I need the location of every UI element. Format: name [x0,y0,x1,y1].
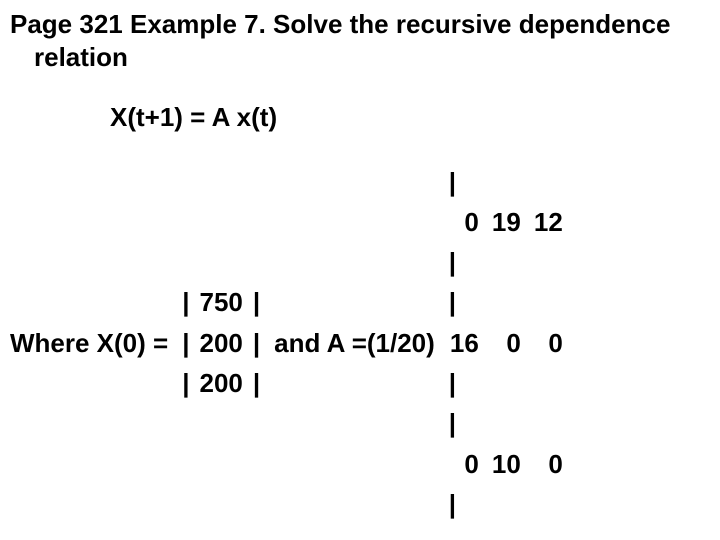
bar-icon: | [178,287,193,317]
math-slide: Page 321 Example 7. Solve the recursive … [0,0,720,534]
where-label: Where X(0) = [10,327,168,360]
matrix-a: |01912| |1600| |0100| [445,162,563,525]
slide-title: Page 321 Example 7. Solve the recursive … [10,8,710,73]
bar-icon: | [249,328,264,358]
bar-icon: | [445,489,460,519]
vector-x0: |750| |200| |200| [178,282,264,403]
vector-cell: 750 [194,287,249,317]
matrix-row: |1600| [445,282,563,403]
bar-icon: | [445,167,460,197]
matrix-cell: 19 [479,202,521,242]
matrix-row: | 0100 | [445,403,563,524]
bar-icon: | [445,408,460,438]
matrix-row: | 01912 | [445,162,563,283]
bar-icon: | [249,368,264,398]
bar-icon: | [445,368,460,398]
matrix-cell: 12 [521,202,563,242]
bar-icon: | [178,328,193,358]
matrix-cell: 0 [521,323,563,363]
matrix-cell: 0 [479,323,521,363]
bar-icon: | [445,287,460,317]
matrix-cell: 16 [445,323,479,363]
bar-icon: | [178,368,193,398]
vector-cell: 200 [194,368,249,398]
recurrence-equation: X(t+1) = A x(t) [10,101,710,134]
matrix-cell: 0 [521,444,563,484]
and-label: and A =(1/20) [274,327,435,360]
initial-and-matrix-definition: Where X(0) = |750| |200| |200| and A =(1… [10,162,710,525]
vector-row: |750| [178,282,264,322]
matrix-cell: 10 [479,444,521,484]
vector-row: |200| [178,363,264,403]
matrix-cell: 0 [445,444,479,484]
bar-icon: | [445,247,460,277]
vector-cell: 200 [194,328,249,358]
bar-icon: | [249,287,264,317]
vector-row: |200| [178,323,264,363]
matrix-cell: 0 [445,202,479,242]
